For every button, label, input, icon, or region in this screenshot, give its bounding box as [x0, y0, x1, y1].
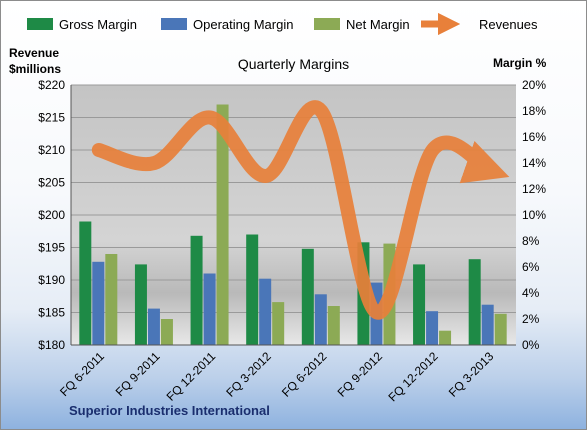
x-tick-label: FQ 9-2012	[335, 349, 386, 400]
right-tick-label: 10%	[522, 208, 546, 222]
bar-gross-margin	[190, 235, 203, 345]
legend-label: Operating Margin	[193, 17, 293, 32]
x-tick-label: FQ 12-2012	[385, 349, 440, 404]
bar-gross-margin	[413, 264, 426, 345]
bar-net-margin	[327, 306, 340, 345]
right-tick-label: 0%	[522, 338, 540, 352]
right-tick-label: 18%	[522, 104, 546, 118]
left-tick-label: $195	[38, 241, 65, 255]
bar-net-margin	[160, 319, 173, 345]
right-tick-label: 12%	[522, 182, 546, 196]
right-axis-title: Margin %	[493, 56, 547, 70]
x-tick-label: FQ 6-2012	[279, 349, 330, 400]
right-tick-label: 20%	[522, 78, 546, 92]
right-tick-label: 14%	[522, 156, 546, 170]
legend-swatch-net-margin	[314, 18, 340, 30]
bar-operating-margin	[203, 273, 216, 345]
right-tick-label: 16%	[522, 130, 546, 144]
bar-operating-margin	[481, 304, 494, 345]
legend-swatch-gross-margin	[27, 18, 53, 30]
x-tick-label: FQ 3-2013	[446, 349, 497, 400]
legend-swatch-operating-margin	[161, 18, 187, 30]
left-tick-label: $215	[38, 111, 65, 125]
left-tick-label: $220	[38, 78, 65, 92]
bar-net-margin	[439, 330, 452, 345]
legend-label: Revenues	[479, 17, 538, 32]
x-tick-label: FQ 3-2012	[223, 349, 274, 400]
bar-net-margin	[216, 104, 229, 345]
bar-net-margin	[494, 313, 507, 345]
bar-operating-margin	[426, 311, 439, 345]
right-tick-label: 8%	[522, 234, 540, 248]
left-tick-label: $180	[38, 338, 65, 352]
x-tick-label: FQ 12-2011	[164, 349, 219, 404]
legend-label: Net Margin	[346, 17, 410, 32]
bar-operating-margin	[92, 261, 105, 345]
bar-gross-margin	[468, 259, 481, 345]
chart-title: Quarterly Margins	[238, 56, 349, 72]
bar-operating-margin	[147, 308, 160, 345]
x-tick-label: FQ 9-2011	[113, 349, 163, 399]
revenues-line	[91, 100, 510, 320]
bar-net-margin	[272, 302, 285, 345]
x-tick-label: FQ 6-2011	[57, 349, 107, 399]
bar-gross-margin	[246, 234, 259, 345]
right-tick-label: 2%	[522, 312, 540, 326]
legend-label: Gross Margin	[59, 17, 137, 32]
left-axis-title-units: $millions	[9, 62, 61, 76]
bar-gross-margin	[134, 264, 147, 345]
bar-gross-margin	[79, 221, 92, 345]
right-tick-label: 6%	[522, 260, 540, 274]
left-tick-label: $185	[38, 306, 65, 320]
left-tick-label: $205	[38, 176, 65, 190]
bar-operating-margin	[314, 294, 327, 345]
company-name: Superior Industries International	[69, 403, 270, 418]
bar-net-margin	[105, 254, 118, 345]
right-tick-label: 4%	[522, 286, 540, 300]
left-axis-title: Revenue	[9, 46, 59, 60]
left-tick-label: $210	[38, 143, 65, 157]
bar-gross-margin	[301, 248, 314, 345]
bar-operating-margin	[259, 278, 272, 345]
left-tick-label: $190	[38, 273, 65, 287]
left-tick-label: $200	[38, 208, 65, 222]
